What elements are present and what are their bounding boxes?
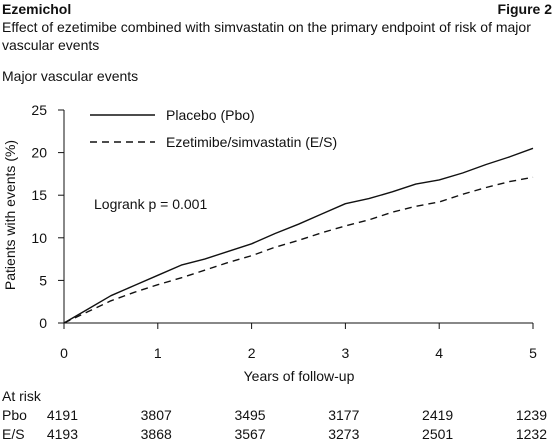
x-tick-label: 4 (435, 345, 443, 361)
at-risk-cell: 4193 (46, 426, 78, 442)
ticks: 0 5 10 15 20 25 0 1 2 3 4 5 (31, 102, 537, 361)
x-tick-label: 1 (154, 345, 162, 361)
y-tick-label: 25 (31, 102, 47, 118)
y-tick-label: 15 (31, 187, 47, 203)
at-risk-cell: 3868 (140, 426, 172, 442)
series-line-0 (63, 147, 534, 324)
series-line-1 (63, 176, 534, 324)
y-tick-label: 5 (39, 272, 47, 288)
at-risk-cell: 3273 (328, 426, 360, 442)
y-axis-label: Patients with events (%) (2, 140, 18, 290)
drug-name: Ezemichol (2, 1, 72, 17)
at-risk-cell: 3807 (140, 407, 172, 423)
at-risk-cell: 2501 (422, 426, 454, 442)
at-risk-cell: 4191 (46, 407, 78, 423)
legend: Placebo (Pbo) Ezetimibe/simvastatin (E/S) (90, 107, 337, 150)
axes (63, 110, 533, 324)
at-risk-cell: 3495 (234, 407, 266, 423)
x-axis-label: Years of follow-up (244, 368, 355, 384)
y-tick-label: 10 (31, 230, 47, 246)
panel-title: Major vascular events (2, 68, 139, 84)
at-risk-cell: 1232 (515, 426, 547, 442)
x-tick-label: 3 (342, 345, 350, 361)
x-tick-label: 5 (529, 345, 537, 361)
y-tick-label: 20 (31, 145, 47, 161)
series-group (63, 147, 534, 324)
at-risk-row-label: Pbo (2, 407, 27, 423)
at-risk-row-label: E/S (2, 426, 25, 442)
at-risk-table: At risk Pbo 4191 3807 3495 3177 2419 1239 E/S 41… (0, 388, 556, 444)
x-tick-label: 0 (60, 345, 68, 361)
at-risk-cell: 1239 (515, 407, 547, 423)
figure-subtitle: Effect of ezetimibe combined with simvas… (2, 19, 531, 53)
x-tick-label: 2 (248, 345, 256, 361)
at-risk-cell: 3567 (234, 426, 266, 442)
legend-label-1: Ezetimibe/simvastatin (E/S) (166, 134, 337, 150)
y-tick-label: 0 (39, 315, 47, 331)
legend-label-0: Placebo (Pbo) (166, 107, 255, 123)
figure-label: Figure 2 (497, 1, 552, 17)
at-risk-cell: 3177 (328, 407, 360, 423)
at-risk-title: At risk (2, 388, 41, 404)
at-risk-cell: 2419 (422, 407, 454, 423)
logrank-annotation: Logrank p = 0.001 (94, 196, 207, 212)
line-chart: 0 5 10 15 20 25 0 1 2 3 4 5 Placebo (Pbo) Ezetimibe/… (2, 102, 537, 384)
